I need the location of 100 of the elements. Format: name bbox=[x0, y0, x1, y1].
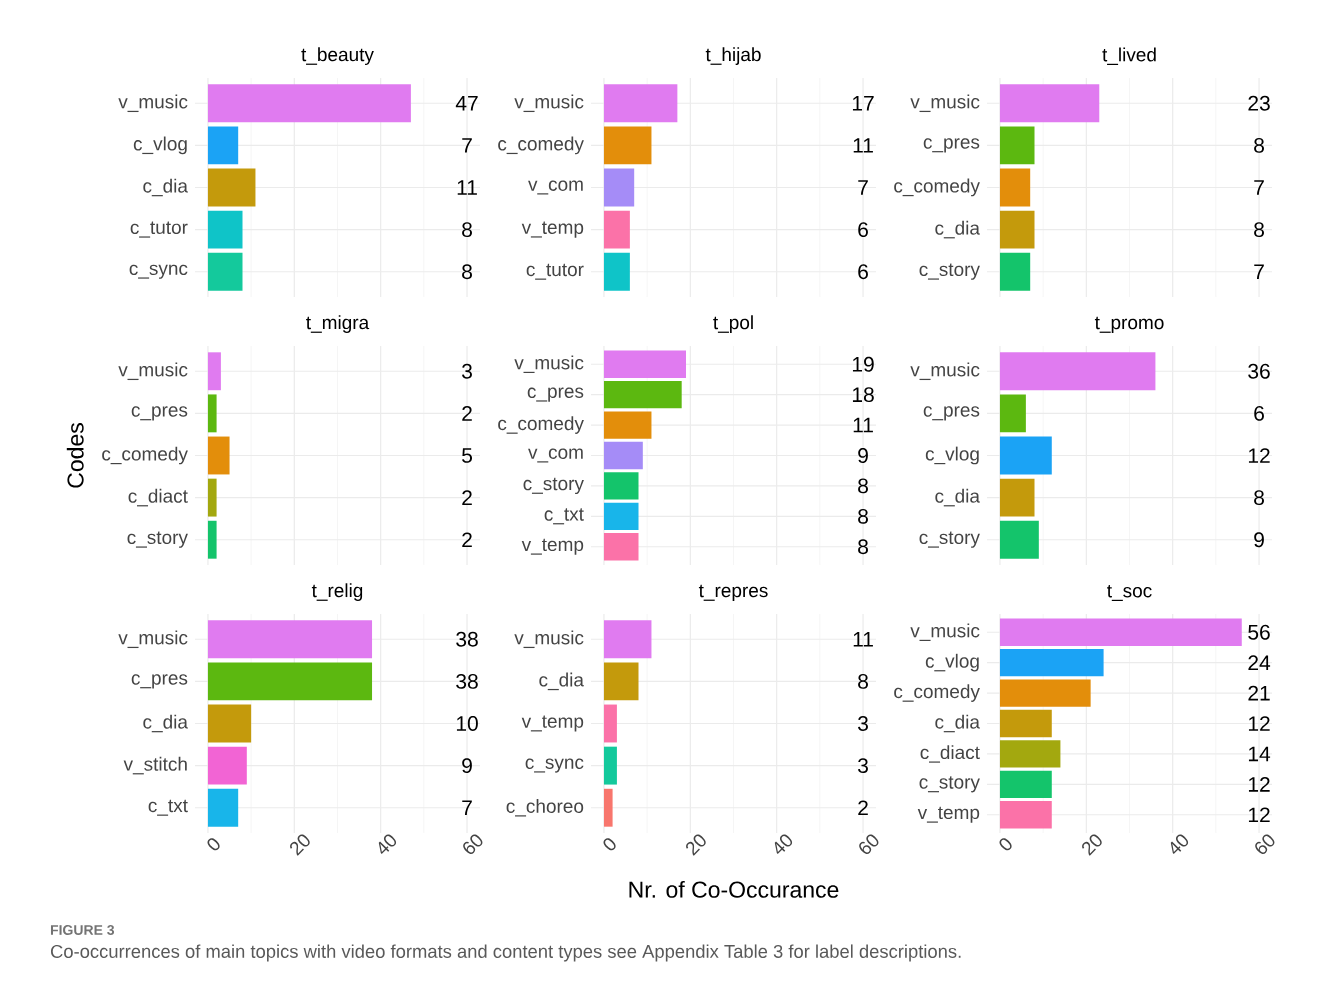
y-tick-label: c_vlog bbox=[925, 446, 979, 465]
y-tick-label: c_story bbox=[919, 776, 980, 793]
data-label: 12 bbox=[1248, 448, 1270, 463]
bar bbox=[207, 126, 239, 165]
chart-title: t_relig bbox=[311, 583, 363, 601]
data-label: 11 bbox=[853, 138, 873, 153]
y-tick-label: c_sync bbox=[129, 264, 188, 279]
bar bbox=[603, 252, 630, 291]
x-axis-title: Nr. of Co-Occurance bbox=[629, 880, 839, 898]
bar bbox=[603, 502, 639, 531]
y-tick-label: v_music bbox=[910, 623, 980, 642]
y-tick-label: c_dia bbox=[935, 488, 980, 507]
y-tick-label: v_music bbox=[514, 630, 584, 649]
chart-title: t_migra bbox=[306, 315, 370, 333]
text: Co-occurrences of main topics with video formats and content types see Appendix Table 3 for label descriptions. bbox=[50, 944, 961, 962]
bar bbox=[603, 472, 639, 500]
x-tick-label: 60 bbox=[463, 834, 483, 854]
bar bbox=[603, 533, 639, 561]
chart-title: t_soc bbox=[1107, 584, 1152, 602]
data-label: 23 bbox=[1248, 95, 1270, 111]
data-label: 7 bbox=[462, 800, 472, 815]
x-tick-label: 20 bbox=[290, 834, 310, 856]
y-tick-label: v_music bbox=[910, 94, 980, 113]
y-tick-label: v_music bbox=[910, 362, 980, 381]
data-label: 3 bbox=[858, 716, 868, 731]
data-label: 11 bbox=[853, 632, 873, 647]
x-tick-label: 60 bbox=[859, 834, 879, 854]
y-tick-label: c_story bbox=[919, 531, 980, 548]
x-tick-label: 40 bbox=[1170, 834, 1189, 854]
y-tick-label: c_comedy bbox=[894, 178, 980, 197]
data-label: 8 bbox=[1254, 137, 1264, 153]
y-tick-label: c_dia bbox=[935, 714, 980, 733]
data-label: 3 bbox=[462, 363, 472, 379]
x-tick-label: 0 bbox=[207, 838, 220, 851]
data-label: 12 bbox=[1248, 716, 1270, 731]
y-tick-label: c_txt bbox=[544, 508, 584, 525]
y-tick-label: c_tutor bbox=[526, 263, 584, 280]
bar bbox=[603, 84, 678, 123]
y-tick-label: c_txt bbox=[148, 799, 188, 816]
chart-title: t_lived bbox=[1102, 47, 1156, 65]
data-label: 6 bbox=[858, 222, 868, 238]
bar bbox=[207, 84, 411, 123]
y-tick-label: c_story bbox=[919, 263, 980, 280]
y-tick-label: v_temp bbox=[917, 806, 980, 823]
y-tick-label: v_music bbox=[118, 630, 188, 649]
y-tick-label: c_pres bbox=[131, 406, 188, 421]
chart-title: t_beauty bbox=[301, 47, 374, 65]
data-label: 9 bbox=[858, 448, 868, 463]
data-label: 17 bbox=[852, 96, 874, 111]
y-tick-label: c_dia bbox=[143, 714, 188, 733]
x-tick-label: 40 bbox=[378, 834, 397, 854]
bar bbox=[999, 478, 1035, 517]
y-tick-label: c_pres bbox=[923, 138, 980, 153]
data-label: 7 bbox=[858, 180, 868, 195]
y-tick-label: v_com bbox=[528, 448, 583, 463]
y-tick-label: v_com bbox=[528, 180, 583, 195]
data-label: 8 bbox=[858, 673, 868, 689]
y-tick-label: c_story bbox=[127, 531, 188, 548]
data-label: 2 bbox=[858, 800, 868, 816]
y-tick-label: v_temp bbox=[521, 538, 584, 555]
y-tick-label: c_choreo bbox=[506, 798, 584, 817]
data-label: 8 bbox=[858, 478, 868, 494]
data-label: 19 bbox=[852, 356, 874, 372]
y-tick-label: c_dia bbox=[539, 672, 584, 691]
y-tick-label: c_pres bbox=[923, 406, 980, 421]
data-label: 2 bbox=[462, 490, 472, 505]
caption: FIGURE 3 bbox=[50, 925, 115, 935]
bar bbox=[999, 436, 1052, 475]
data-label: 8 bbox=[1254, 490, 1264, 506]
data-label: 12 bbox=[1248, 777, 1270, 792]
data-label: 11 bbox=[853, 417, 873, 433]
bar bbox=[999, 394, 1026, 433]
data-label: 24 bbox=[1248, 655, 1271, 670]
y-tick-label: v_music bbox=[118, 94, 188, 113]
data-label: 10 bbox=[456, 716, 478, 731]
y-tick-label: c_comedy bbox=[498, 416, 584, 434]
data-label: 11 bbox=[457, 180, 477, 195]
y-tick-label: v_stitch bbox=[123, 756, 187, 775]
data-label: 56 bbox=[1248, 624, 1270, 640]
data-label: 6 bbox=[1254, 405, 1264, 421]
data-label: 8 bbox=[1254, 222, 1264, 238]
y-tick-label: c_comedy bbox=[498, 136, 584, 155]
bar bbox=[603, 210, 630, 249]
bar bbox=[999, 352, 1156, 391]
data-label: 7 bbox=[462, 138, 472, 153]
x-tick-label: 60 bbox=[1255, 834, 1275, 854]
y-tick-label: c_sync bbox=[525, 758, 584, 773]
data-label: 7 bbox=[1254, 264, 1264, 279]
bar bbox=[603, 380, 682, 409]
y-tick-label: v_music bbox=[118, 362, 188, 381]
data-label: 2 bbox=[462, 532, 472, 548]
chart-title: t_pol bbox=[713, 315, 753, 333]
data-label: 14 bbox=[1248, 746, 1271, 762]
data-label: 9 bbox=[462, 758, 472, 774]
x-tick-label: 0 bbox=[603, 838, 616, 851]
data-label: 9 bbox=[1254, 532, 1264, 548]
data-label: 5 bbox=[462, 448, 472, 463]
y-tick-label: v_temp bbox=[521, 715, 584, 732]
data-label: 3 bbox=[858, 758, 868, 774]
y-tick-label: c_tutor bbox=[130, 221, 188, 238]
